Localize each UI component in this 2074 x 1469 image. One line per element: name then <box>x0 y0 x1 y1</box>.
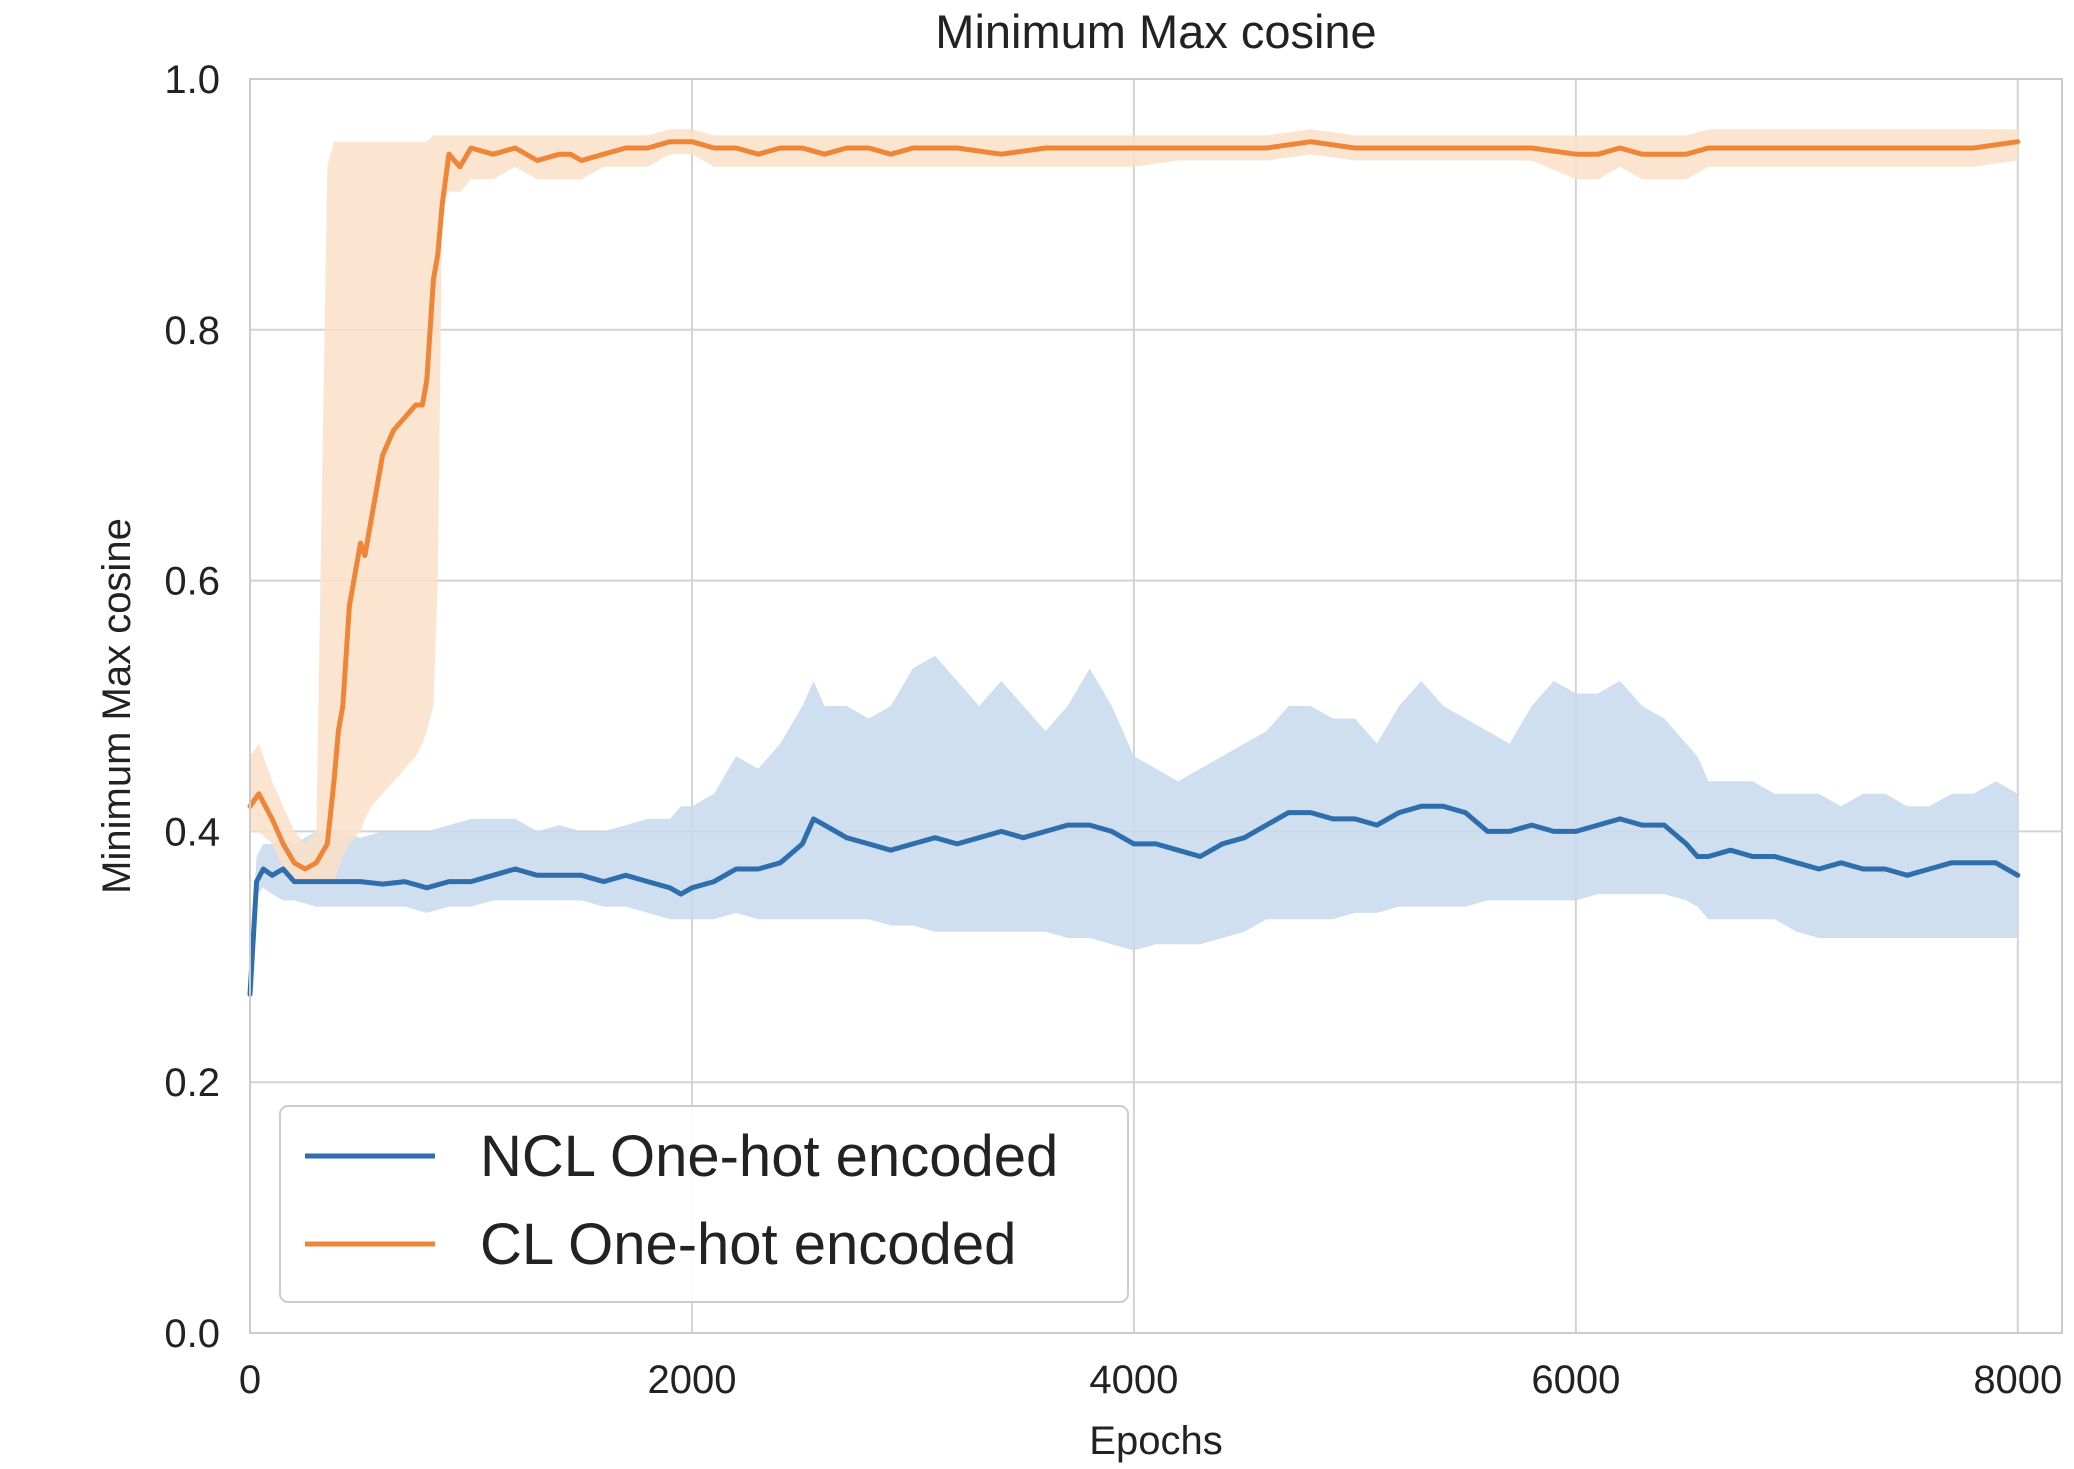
y-tick-label: 1.0 <box>164 58 220 102</box>
y-tick-label: 0.8 <box>164 309 220 353</box>
series-line-1 <box>247 139 2021 872</box>
plot-frame <box>249 78 2063 1334</box>
x-tick-label: 8000 <box>1973 1358 2062 1402</box>
x-tick-label: 6000 <box>1531 1358 1620 1402</box>
legend-box <box>279 1105 1129 1303</box>
confidence-bands <box>250 129 2018 995</box>
y-tick-label: 0.2 <box>164 1061 220 1105</box>
series-band-1 <box>250 129 2018 882</box>
x-tick-label: 2000 <box>647 1358 736 1402</box>
x-axis-label: Epochs <box>1089 1419 1222 1463</box>
legend: NCL One-hot encoded CL One-hot encoded <box>279 1105 1129 1303</box>
x-tick-label: 4000 <box>1089 1358 1178 1402</box>
y-tick-label: 0.6 <box>164 560 220 604</box>
y-tick-label: 0.4 <box>164 810 220 854</box>
series-lines <box>247 139 2021 997</box>
y-axis-label: Minimum Max cosine <box>95 518 139 894</box>
legend-label: NCL One-hot encoded <box>480 1124 1058 1189</box>
tick-labels: 0 2000 4000 6000 8000 0.0 0.2 0.4 0.6 0.8 1.0 <box>164 58 2062 1402</box>
series-band-0 <box>250 655 2018 995</box>
chart-title: Minimum Max cosine <box>935 5 1376 58</box>
x-tick-label: 0 <box>239 1358 261 1402</box>
legend-label: CL One-hot encoded <box>480 1212 1016 1277</box>
series-line-0 <box>247 803 2021 997</box>
y-tick-label: 0.0 <box>164 1312 220 1356</box>
